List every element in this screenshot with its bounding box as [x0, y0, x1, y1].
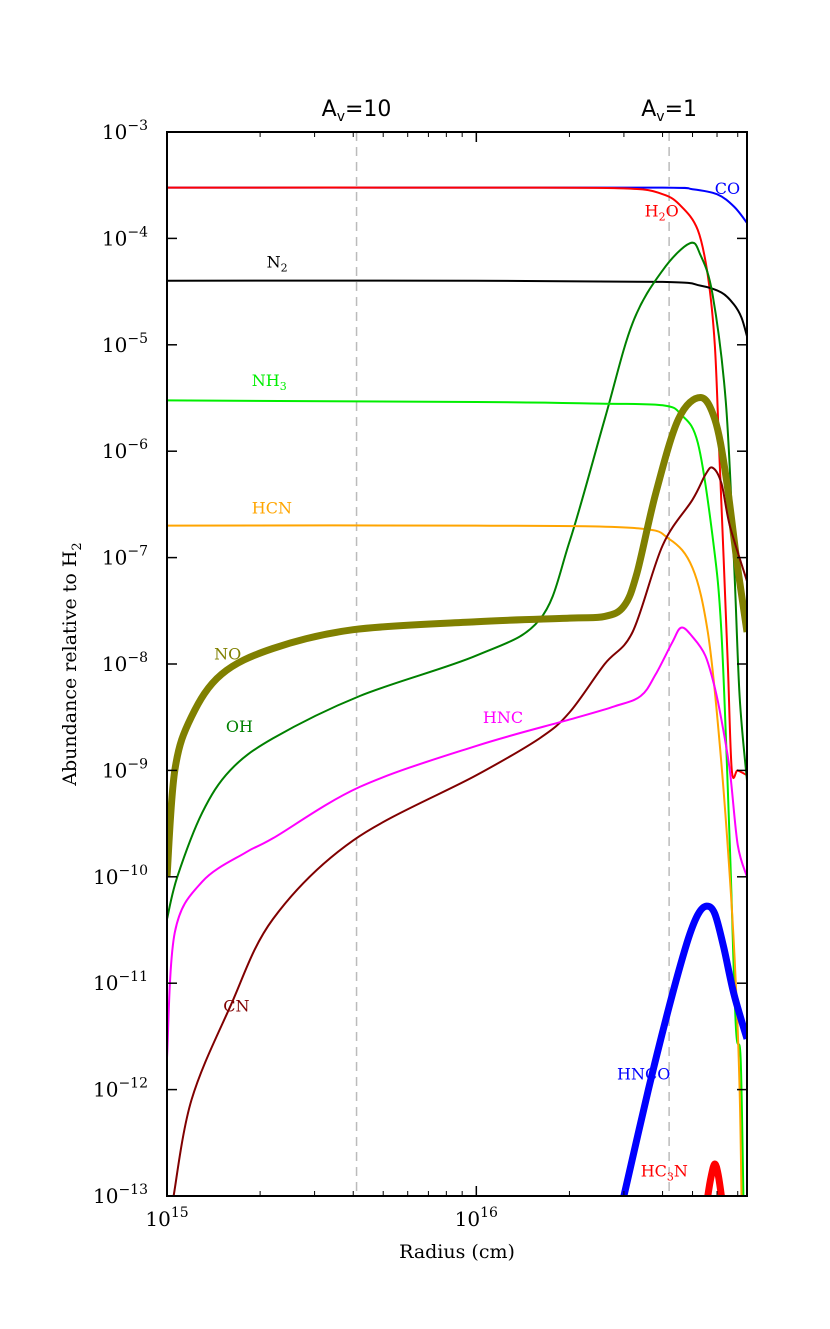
x-tick-label: 1016 [455, 1205, 498, 1231]
av-label-sub: v [337, 109, 345, 125]
tick-exponent: 16 [480, 1205, 498, 1221]
label-subscript: 3 [280, 380, 287, 393]
y-axis-label-sub: 2 [70, 542, 85, 550]
y-tick-label: 10−9 [102, 756, 148, 782]
y-tick-label: 10−11 [93, 969, 148, 995]
series-hnc-label: HNC [483, 708, 523, 727]
tick-exponent: −8 [127, 650, 148, 666]
tick-base: 10 [102, 546, 127, 570]
y-tick-label: 10−12 [93, 1076, 148, 1102]
label-text: O [666, 202, 679, 221]
tick-exponent: −5 [127, 331, 148, 347]
axis-ticks: 10−310−410−510−610−710−810−910−1010−1110… [93, 118, 747, 1231]
y-tick-label: 10−5 [102, 331, 148, 357]
series-oh-label: OH [226, 717, 253, 736]
tick-base: 10 [102, 439, 127, 463]
tick-exponent: −13 [118, 1182, 148, 1198]
series-no-label: NO [214, 645, 241, 664]
y-axis-label-main: Abundance relative to H [59, 551, 81, 787]
tick-base: 10 [93, 1078, 118, 1102]
tick-exponent: −4 [127, 224, 148, 240]
series-hnc-line [167, 626, 747, 1058]
label-text: HC [641, 1162, 667, 1181]
series-co-label: CO [715, 179, 740, 198]
label-text: H [645, 202, 659, 221]
x-tick-label: 1015 [145, 1205, 188, 1231]
y-tick-label: 10−6 [102, 437, 148, 463]
av-label-rest: =10 [345, 97, 391, 122]
label-text: NO [214, 645, 241, 664]
tick-base: 10 [102, 226, 127, 250]
y-tick-label: 10−4 [102, 224, 148, 250]
series-hnco-label: HNCO [617, 1064, 670, 1083]
y-axis-label: Abundance relative to H2 [59, 542, 85, 786]
series-nh3-label: NH3 [252, 371, 287, 393]
av-label-base: A [322, 97, 337, 122]
label-text: N [267, 253, 281, 272]
tick-exponent: −7 [127, 544, 148, 560]
label-subscript: 3 [667, 1171, 674, 1184]
y-tick-label: 10−7 [102, 544, 148, 570]
series-hc3n-line [704, 1160, 725, 1196]
y-tick-label: 10−10 [93, 863, 148, 889]
series-oh-line [167, 241, 747, 920]
tick-exponent: −3 [127, 118, 148, 134]
series-cn-line [172, 466, 747, 1196]
tick-base: 10 [455, 1207, 480, 1231]
tick-base: 10 [102, 120, 127, 144]
label-text: HCN [252, 498, 292, 517]
x-axis-label: Radius (cm) [399, 1241, 515, 1263]
tick-base: 10 [102, 652, 127, 676]
label-text: HNCO [617, 1064, 670, 1083]
series-hcn-label: HCN [252, 498, 292, 517]
tick-base: 10 [93, 1184, 118, 1208]
label-text: N [674, 1162, 688, 1181]
abundance-curves [167, 186, 747, 1196]
series-h2o-line [167, 186, 747, 779]
y-tick-label: 10−8 [102, 650, 148, 676]
y-tick-label: 10−3 [102, 118, 148, 144]
av-label-1: Av=1 [641, 97, 697, 125]
tick-base: 10 [102, 758, 127, 782]
label-subscript: 2 [659, 211, 666, 224]
label-text: OH [226, 717, 253, 736]
tick-base: 10 [93, 971, 118, 995]
tick-exponent: −12 [118, 1076, 148, 1092]
series-hnco-line [620, 902, 747, 1196]
label-text: CO [715, 179, 740, 198]
tick-exponent: −10 [118, 863, 148, 879]
tick-exponent: −6 [127, 437, 148, 453]
series-hc3n-label: HC3N [641, 1162, 688, 1184]
y-tick-label: 10−13 [93, 1182, 148, 1208]
tick-base: 10 [102, 333, 127, 357]
tick-exponent: −9 [127, 756, 148, 772]
av-label-rest: =1 [665, 97, 697, 122]
label-text: CN [223, 997, 249, 1016]
tick-base: 10 [145, 1207, 170, 1231]
series-nh3-line [167, 399, 745, 1196]
av-label-0: Av=10 [322, 97, 392, 125]
av-reference-lines [355, 132, 670, 1196]
series-no-line [167, 394, 747, 878]
series-n2-label: N2 [267, 253, 288, 275]
series-cn-label: CN [223, 997, 249, 1016]
label-subscript: 2 [281, 262, 288, 275]
label-text: HNC [483, 708, 523, 727]
series-h2o-label: H2O [645, 202, 679, 224]
label-text: NH [252, 371, 280, 390]
series-n2-line [167, 279, 747, 337]
tick-exponent: −11 [118, 969, 148, 985]
av-label-base: A [641, 97, 656, 122]
tick-base: 10 [93, 865, 118, 889]
tick-exponent: 15 [171, 1205, 189, 1221]
av-label-sub: v [656, 109, 664, 125]
